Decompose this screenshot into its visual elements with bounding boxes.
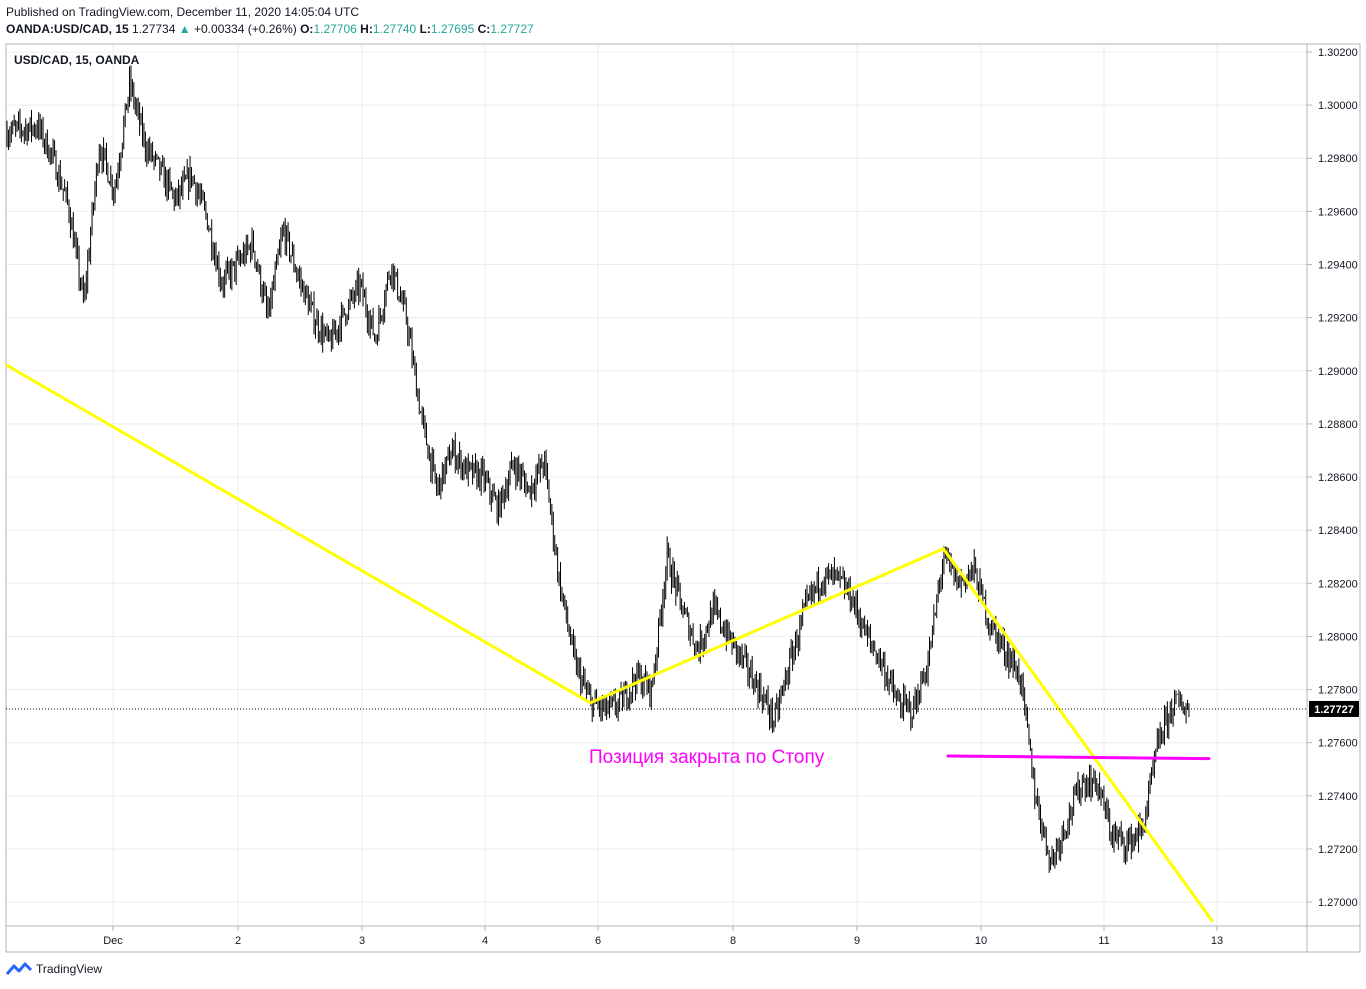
tradingview-logo-icon xyxy=(6,962,32,975)
close-value: 1.27727 xyxy=(490,22,534,36)
x-tick-label: Dec xyxy=(103,935,123,947)
y-tick-label: 1.27000 xyxy=(1318,897,1358,909)
y-tick-label: 1.28800 xyxy=(1318,419,1358,431)
footer-brand[interactable]: TradingView xyxy=(6,962,102,976)
trendline[interactable] xyxy=(941,547,1214,923)
open-label: O: xyxy=(300,22,314,36)
y-tick-label: 1.27400 xyxy=(1318,791,1358,803)
open-value: 1.27706 xyxy=(313,22,357,36)
y-tick-label: 1.29800 xyxy=(1318,153,1358,165)
close-label: C: xyxy=(477,22,491,36)
chart-title: USD/CAD, 15, OANDA xyxy=(14,53,140,67)
last-price: 1.27734 xyxy=(132,22,176,36)
y-tick-label: 1.27800 xyxy=(1318,685,1358,697)
y-tick-label: 1.30200 xyxy=(1318,47,1358,59)
time-axis[interactable]: Dec 2 3 4 6 8 9 10 11 13 xyxy=(6,925,1360,947)
y-tick-label: 1.29200 xyxy=(1318,313,1358,325)
ohlc-line: OANDA:USD/CAD, 15 1.27734 ▲ +0.00334 (+0… xyxy=(6,22,534,36)
y-tick-label: 1.28400 xyxy=(1318,525,1358,537)
trendline[interactable] xyxy=(588,547,945,705)
high-label: H: xyxy=(360,22,373,36)
x-tick-label: 13 xyxy=(1211,935,1223,947)
x-tick-label: 4 xyxy=(482,935,488,947)
y-tick-label: 1.29400 xyxy=(1318,260,1358,272)
change-value: +0.00334 (+0.26%) xyxy=(194,22,297,36)
x-tick-label: 8 xyxy=(730,935,736,947)
up-arrow-icon: ▲ xyxy=(178,22,191,36)
y-tick-label: 1.29000 xyxy=(1318,366,1358,378)
x-tick-label: 9 xyxy=(854,935,860,947)
last-price-badge-label: 1.27727 xyxy=(1314,704,1354,716)
y-tick-label: 1.30000 xyxy=(1318,100,1358,112)
last-price-badge xyxy=(1309,700,1359,717)
price-axis[interactable]: 1.30200 1.30000 1.29800 1.29600 1.29400 1.292… xyxy=(6,44,1359,952)
low-label: L: xyxy=(419,22,431,36)
published-line: Published on TradingView.com, December 1… xyxy=(6,5,359,19)
y-tick-label: 1.28600 xyxy=(1318,472,1358,484)
stop-level-line[interactable] xyxy=(946,754,1211,761)
y-tick-label: 1.28200 xyxy=(1318,578,1358,590)
published-text: Published on TradingView.com, December 1… xyxy=(6,5,360,19)
y-tick-label: 1.27600 xyxy=(1318,738,1358,750)
stop-annotation: Позиция закрыта по Стопу xyxy=(589,747,825,768)
candles xyxy=(6,65,1190,873)
symbol-label: OANDA:USD/CAD, 15 xyxy=(6,22,129,36)
y-tick-label: 1.27200 xyxy=(1318,844,1358,856)
y-tick-label: 1.28000 xyxy=(1318,631,1358,643)
high-value: 1.27740 xyxy=(372,22,417,36)
x-tick-label: 11 xyxy=(1098,935,1109,947)
grid xyxy=(6,44,1307,926)
low-value: 1.27695 xyxy=(430,22,475,36)
chart-pane-border xyxy=(5,43,1361,953)
x-tick-label: 6 xyxy=(595,935,601,947)
x-tick-label: 3 xyxy=(359,935,365,947)
y-tick-label: 1.29600 xyxy=(1318,206,1358,218)
trendline[interactable] xyxy=(5,363,592,705)
x-tick-label: 2 xyxy=(235,935,241,947)
x-tick-label: 10 xyxy=(975,935,987,947)
drawings[interactable] xyxy=(5,363,1214,923)
footer-brand-label: TradingView xyxy=(36,962,103,976)
